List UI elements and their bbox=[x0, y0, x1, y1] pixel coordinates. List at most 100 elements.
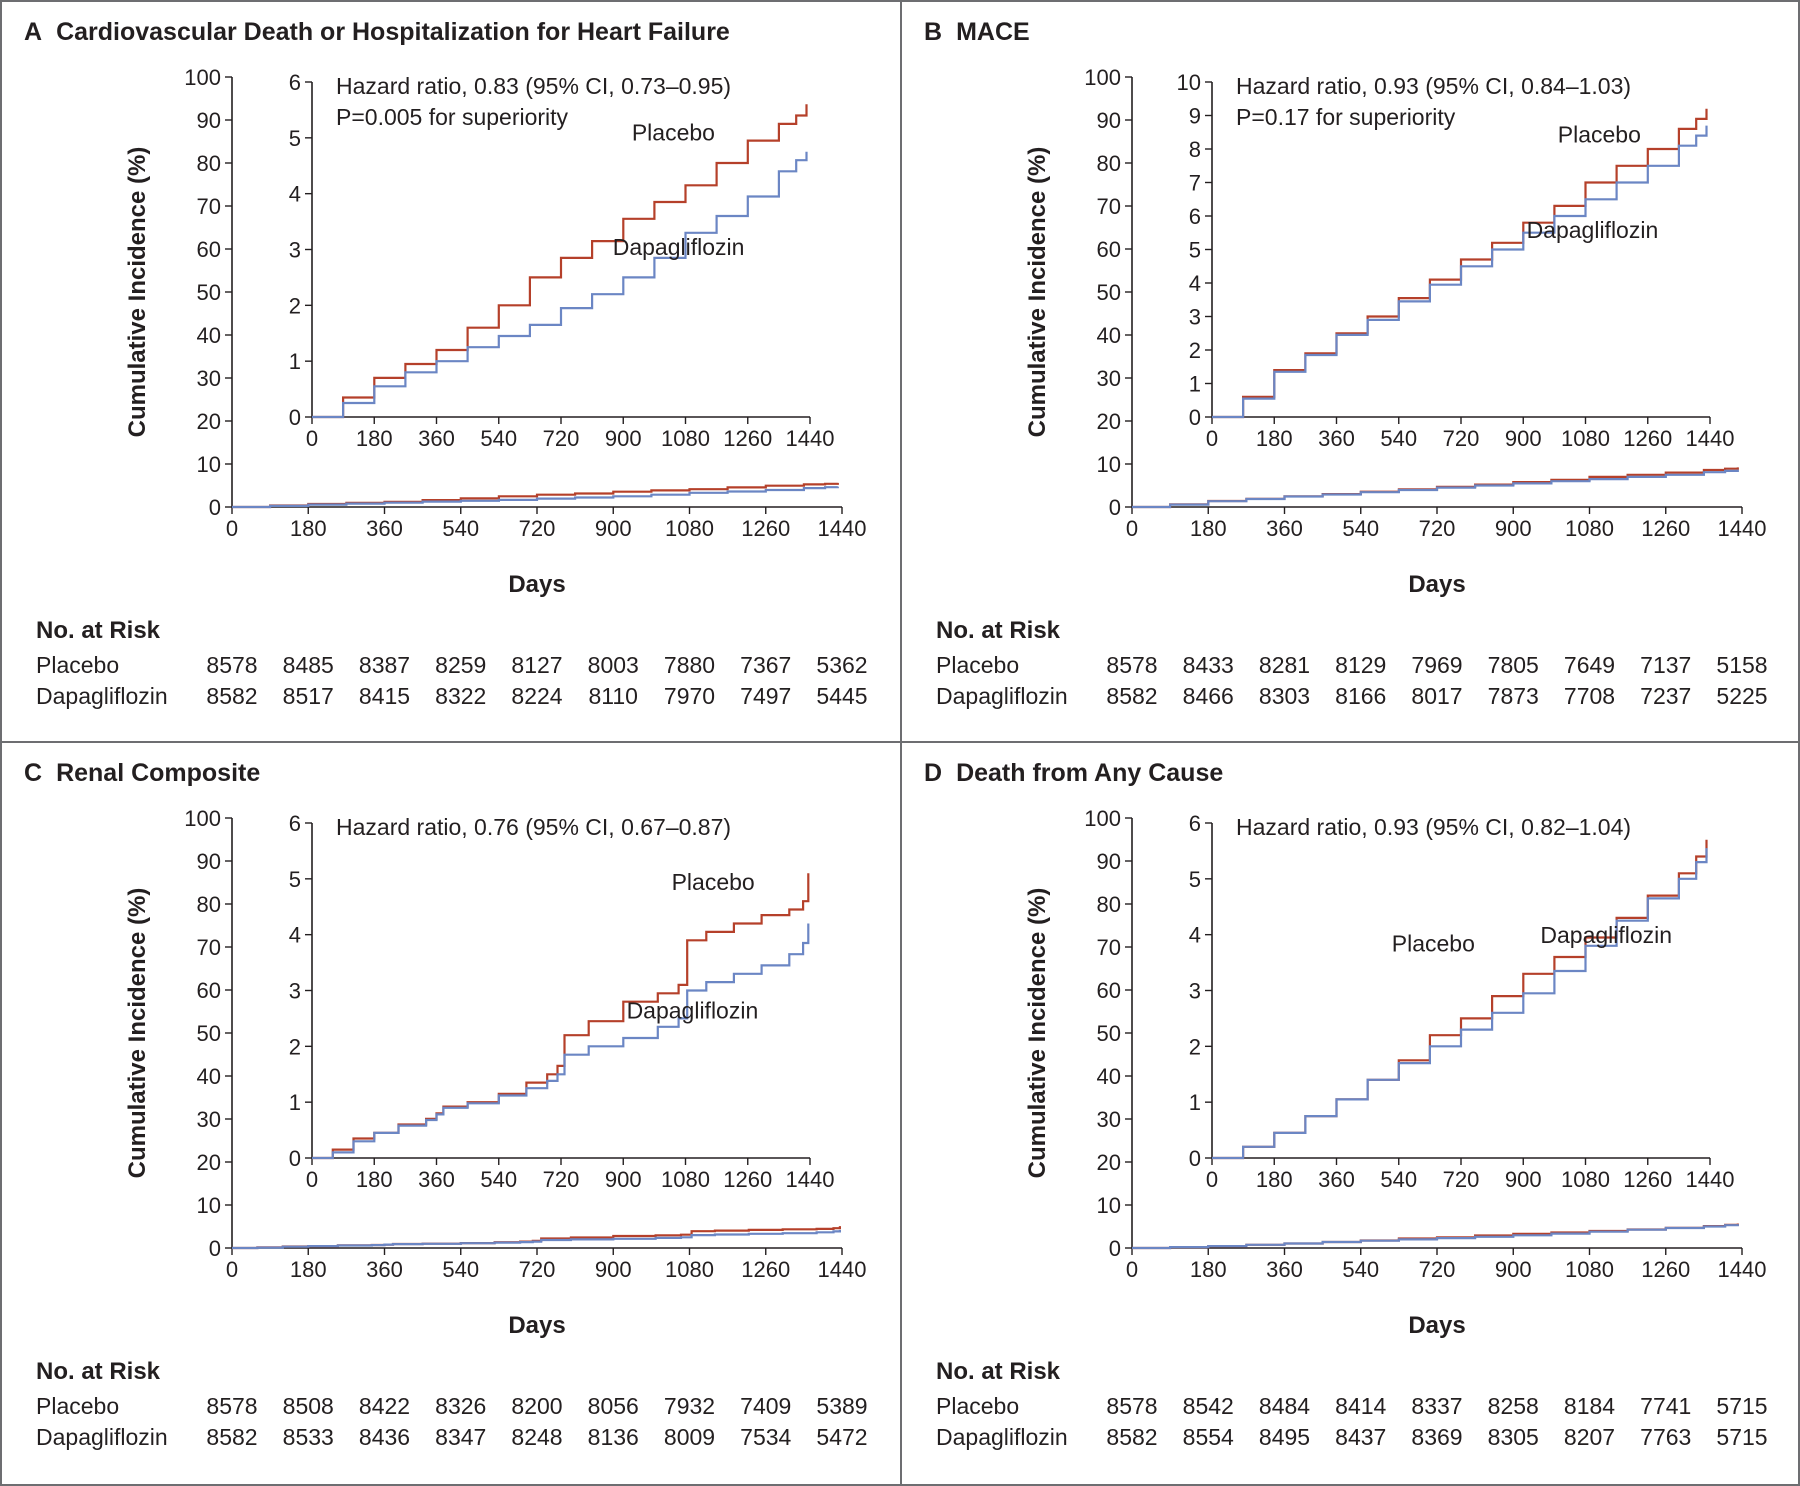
main-y-tick-label: 90 bbox=[1097, 849, 1121, 874]
inset-x-tick-label: 900 bbox=[605, 426, 642, 451]
panel-title: B MACE bbox=[924, 18, 1030, 47]
risk-value: 7708 bbox=[1563, 683, 1616, 709]
main-y-tick-label: 50 bbox=[197, 280, 221, 305]
main-y-tick-label: 80 bbox=[1097, 892, 1121, 917]
main-x-tick-label: 1080 bbox=[1565, 516, 1614, 541]
inset-series-dapagliflozin bbox=[312, 151, 808, 419]
inset-y-tick-label: 4 bbox=[1189, 923, 1201, 948]
inset-x-tick-label: 900 bbox=[605, 1167, 642, 1192]
inset-y-tick-label: 3 bbox=[289, 978, 301, 1003]
inset-y-tick-label: 2 bbox=[1189, 1034, 1201, 1059]
inset-y-tick-label: 2 bbox=[289, 1034, 301, 1059]
risk-value: 8322 bbox=[435, 683, 487, 709]
main-x-tick-label: 360 bbox=[1266, 516, 1303, 541]
risk-value: 8326 bbox=[435, 1393, 487, 1419]
main-y-tick-label: 70 bbox=[197, 194, 221, 219]
risk-value: 5158 bbox=[1716, 652, 1768, 678]
inset-x-tick-label: 360 bbox=[1318, 426, 1355, 451]
inset-y-tick-label: 5 bbox=[1189, 237, 1201, 262]
risk-value: 8056 bbox=[587, 1393, 639, 1419]
risk-row-dapagliflozin: Dapagliflozin 8582 8517 8415 8322 8224 8110 79… bbox=[36, 683, 896, 711]
risk-value: 8437 bbox=[1335, 1424, 1387, 1450]
risk-value: 8337 bbox=[1411, 1393, 1463, 1419]
risk-value: 7409 bbox=[740, 1393, 792, 1419]
km-plot-a: 0 180 360 540 720 900 1080 1260 1440010203040506… bbox=[124, 65, 866, 598]
y-axis-title: Cumulative Incidence (%) bbox=[124, 888, 151, 1179]
inset-series-placebo bbox=[312, 104, 808, 419]
inset-series-dapagliflozin bbox=[1212, 125, 1708, 419]
main-y-tick-label: 90 bbox=[197, 108, 221, 133]
inset-x-tick-label: 0 bbox=[1206, 1167, 1218, 1192]
main-y-tick-label: 10 bbox=[1097, 1193, 1121, 1218]
main-y-tick-label: 100 bbox=[1084, 806, 1121, 831]
inset-x-tick-label: 0 bbox=[306, 1167, 318, 1192]
hazard-ratio-annotation: Hazard ratio, 0.83 (95% CI, 0.73–0.95) bbox=[336, 73, 731, 99]
risk-table-header: No. at Risk bbox=[36, 1358, 161, 1385]
main-x-tick-label: 900 bbox=[1495, 516, 1532, 541]
series-label: Placebo bbox=[1392, 930, 1475, 956]
risk-value: 8009 bbox=[663, 1424, 716, 1450]
inset-x-tick-label: 180 bbox=[1256, 426, 1293, 451]
risk-row-label: Placebo bbox=[936, 1393, 1020, 1419]
inset-y-tick-label: 4 bbox=[289, 182, 301, 207]
risk-row-label: Dapagliflozin bbox=[936, 683, 1068, 709]
main-series-placebo bbox=[232, 1226, 841, 1250]
risk-value: 8582 bbox=[206, 683, 258, 709]
main-y-tick-label: 30 bbox=[197, 1107, 221, 1132]
main-y-tick-label: 90 bbox=[1097, 108, 1121, 133]
inset-y-tick-label: 8 bbox=[1189, 137, 1201, 162]
inset-x-tick-label: 1440 bbox=[1686, 1167, 1735, 1192]
main-series-placebo bbox=[1132, 1223, 1739, 1250]
inset-x-tick-label: 720 bbox=[543, 426, 580, 451]
main-y-tick-label: 0 bbox=[209, 1236, 221, 1261]
main-y-tick-label: 20 bbox=[197, 1150, 221, 1175]
risk-value: 5389 bbox=[816, 1393, 868, 1419]
main-y-tick-label: 40 bbox=[197, 1064, 221, 1089]
panel-c: C Renal Composite 0 180 360 540 720 900 1080 126… bbox=[2, 743, 902, 1484]
inset-series-dapagliflozin bbox=[312, 923, 810, 1160]
inset-series-placebo bbox=[1212, 839, 1708, 1160]
main-x-tick-label: 180 bbox=[290, 516, 327, 541]
main-series-dapagliflozin bbox=[232, 1229, 841, 1250]
main-x-tick-label: 1080 bbox=[1565, 1257, 1614, 1282]
risk-value: 8542 bbox=[1182, 1393, 1234, 1419]
risk-value: 8303 bbox=[1258, 683, 1311, 709]
risk-value: 7805 bbox=[1487, 652, 1539, 678]
main-y-tick-label: 30 bbox=[1097, 1107, 1121, 1132]
inset-x-tick-label: 1080 bbox=[661, 1167, 710, 1192]
main-x-tick-label: 900 bbox=[595, 516, 632, 541]
main-y-tick-label: 70 bbox=[1097, 194, 1121, 219]
hazard-ratio-annotation: Hazard ratio, 0.93 (95% CI, 0.84–1.03) bbox=[1236, 73, 1631, 99]
inset-x-tick-label: 180 bbox=[356, 426, 393, 451]
main-y-tick-label: 0 bbox=[1109, 1236, 1121, 1261]
inset-x-tick-label: 180 bbox=[356, 1167, 393, 1192]
main-x-tick-label: 0 bbox=[226, 516, 238, 541]
hazard-ratio-annotation: P=0.17 for superiority bbox=[1236, 104, 1456, 130]
risk-value: 8436 bbox=[358, 1424, 411, 1450]
main-x-tick-label: 0 bbox=[1126, 516, 1138, 541]
risk-value: 8259 bbox=[435, 652, 487, 678]
risk-value: 8200 bbox=[511, 1393, 563, 1419]
risk-value: 8485 bbox=[282, 652, 334, 678]
risk-value: 8166 bbox=[1335, 683, 1387, 709]
y-axis-title: Cumulative Incidence (%) bbox=[124, 147, 151, 438]
panel-letter: D bbox=[924, 759, 943, 787]
main-y-tick-label: 10 bbox=[197, 1193, 221, 1218]
inset-x-tick-label: 1080 bbox=[661, 426, 710, 451]
main-x-tick-label: 900 bbox=[1495, 1257, 1532, 1282]
risk-value: 5715 bbox=[1716, 1424, 1768, 1450]
main-y-tick-label: 80 bbox=[197, 892, 221, 917]
inset-x-tick-label: 1260 bbox=[1623, 1167, 1672, 1192]
main-y-tick-label: 100 bbox=[1084, 65, 1121, 90]
inset-x-tick-label: 900 bbox=[1505, 426, 1542, 451]
risk-value: 5362 bbox=[816, 652, 868, 678]
risk-value: 8347 bbox=[435, 1424, 487, 1450]
main-y-tick-label: 70 bbox=[197, 935, 221, 960]
main-x-tick-label: 1260 bbox=[1641, 1257, 1690, 1282]
x-axis-title: Days bbox=[1408, 1312, 1465, 1339]
main-x-tick-label: 1260 bbox=[741, 1257, 790, 1282]
main-x-tick-label: 360 bbox=[366, 1257, 403, 1282]
inset-x-tick-label: 180 bbox=[1256, 1167, 1293, 1192]
main-x-tick-label: 540 bbox=[442, 516, 479, 541]
risk-value: 8414 bbox=[1335, 1393, 1387, 1419]
